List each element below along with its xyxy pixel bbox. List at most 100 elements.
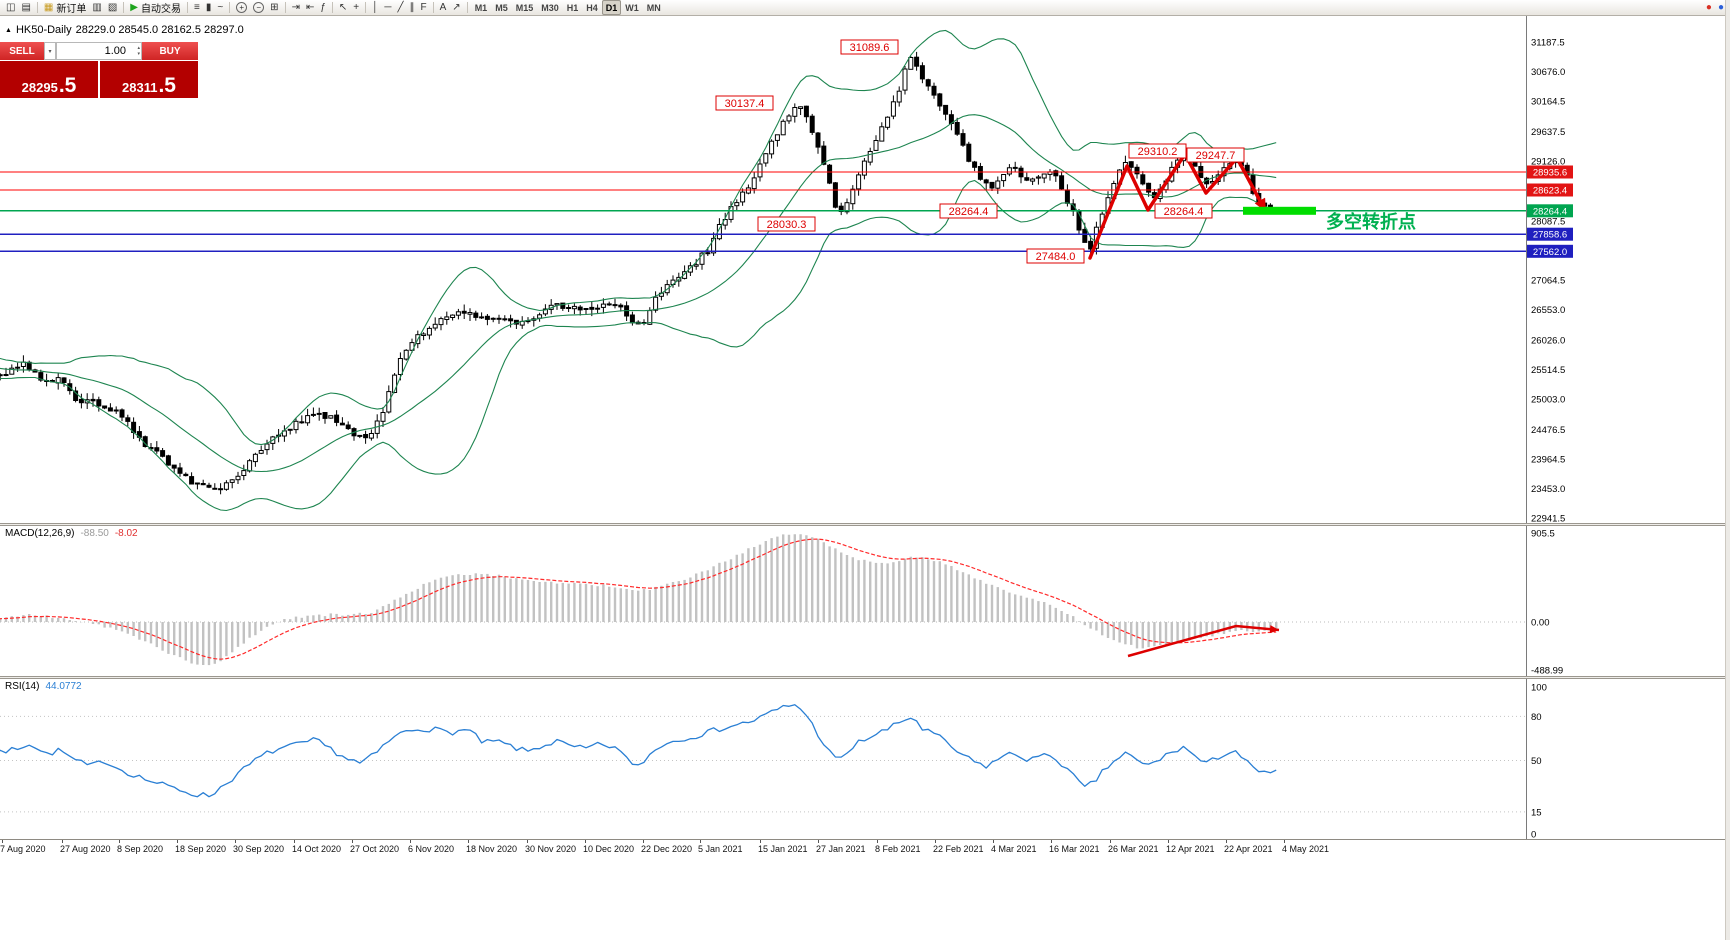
toolbar-separator [331, 2, 333, 13]
data-window-button[interactable]: ▧ [105, 0, 120, 15]
svg-text:-488.99: -488.99 [1531, 666, 1563, 676]
date-tick [177, 840, 178, 843]
candle-chart-mode-button[interactable]: ▮ [203, 0, 215, 15]
date-tick [1110, 840, 1111, 843]
rsi-name: RSI(14) [5, 681, 40, 692]
svg-text:15: 15 [1531, 807, 1542, 818]
date-label: 12 Apr 2021 [1166, 844, 1215, 854]
price-chart-panel[interactable]: 31089.6 30137.4 29310.2 29247.7 28264.4 28264… [0, 16, 1730, 523]
cursor-tool-button[interactable]: ↖ [336, 0, 350, 15]
candle-chart-mode-icon: ▮ [205, 1, 212, 13]
date-tick [1051, 840, 1052, 843]
svg-text:28264.4: 28264.4 [1533, 206, 1567, 217]
date-tick [1226, 840, 1227, 843]
vertical-line-tool-icon: │ [372, 1, 379, 13]
date-tick [1168, 840, 1169, 843]
sell-button[interactable]: SELL [0, 42, 44, 60]
sell-price-display[interactable]: 28295 .5 [0, 61, 98, 98]
new-order-button[interactable]: ▦ 新订单 [41, 0, 89, 15]
lot-size-value: 1.00 [104, 45, 126, 57]
spin-up-icon[interactable]: ▴ [137, 45, 140, 51]
svg-text:29637.5: 29637.5 [1531, 127, 1565, 138]
date-tick [62, 840, 63, 843]
auto-scroll-button[interactable]: ⇥ [289, 0, 303, 15]
auto-trading-button[interactable]: ▶ 自动交易 [127, 0, 184, 15]
date-label: 10 Dec 2020 [583, 844, 635, 854]
toolbar-separator [229, 2, 231, 13]
timeframe-m5-button[interactable]: M5 [491, 0, 512, 15]
search-button[interactable]: ● [1715, 0, 1727, 15]
date-label: 7 Aug 2020 [0, 844, 46, 854]
sell-price-main: 28295 [21, 79, 58, 95]
bar-chart-mode-button[interactable]: ≡ [191, 0, 203, 15]
community-button[interactable]: ● [1703, 0, 1715, 15]
buy-button[interactable]: BUY [142, 42, 198, 60]
svg-text:24476.5: 24476.5 [1531, 425, 1565, 436]
rsi-value: 44.0772 [45, 681, 82, 692]
one-click-trading-panel: SELL ▾ 1.00 ▴ ▾ BUY 28295 .5 28311 .5 [0, 42, 198, 98]
svg-text:26553.0: 26553.0 [1531, 305, 1565, 316]
trendline-tool-button[interactable]: ╱ [394, 0, 406, 15]
vertical-line-tool-button[interactable]: │ [369, 0, 381, 15]
community-icon: ● [1705, 1, 1712, 13]
candlestick-chart-svg[interactable]: 31089.6 30137.4 29310.2 29247.7 28264.4 28264… [0, 16, 1730, 523]
svg-text:26026.0: 26026.0 [1531, 336, 1565, 347]
panel-splitter[interactable] [0, 523, 1730, 526]
market-watch-icon: ▥ [92, 1, 102, 13]
market-watch-button[interactable]: ▥ [89, 0, 104, 15]
timeframe-w1-button[interactable]: W1 [621, 0, 643, 15]
lot-dropdown-button[interactable]: ▾ [44, 42, 56, 60]
new-chart-icon: ◫ [6, 1, 16, 13]
panel-splitter[interactable] [0, 676, 1730, 679]
text-tool-icon: A [439, 1, 447, 13]
spin-down-icon[interactable]: ▾ [137, 51, 140, 57]
tile-windows-button[interactable]: ⊞ [267, 0, 281, 15]
date-label: 18 Sep 2020 [175, 844, 227, 854]
toolbar-separator [123, 2, 125, 13]
svg-text:29310.2: 29310.2 [1138, 146, 1178, 158]
svg-text:28264.4: 28264.4 [1164, 206, 1204, 218]
new-chart-button[interactable]: ◫ [3, 0, 18, 15]
buy-price-display[interactable]: 28311 .5 [100, 61, 198, 98]
date-axis[interactable]: 7 Aug 2020 27 Aug 2020 8 Sep 2020 18 Sep 20… [0, 839, 1730, 856]
timeframe-h1-button[interactable]: H1 [563, 0, 583, 15]
cursor-tool-icon: ↖ [338, 1, 348, 13]
date-tick [877, 840, 878, 843]
date-tick [294, 840, 295, 843]
lot-size-input[interactable]: 1.00 ▴ ▾ [56, 42, 142, 60]
timeframe-mn-button[interactable]: MN [643, 0, 665, 15]
timeframe-m15-button[interactable]: M15 [512, 0, 538, 15]
indicators-list-button[interactable]: ƒ [317, 0, 329, 15]
channel-tool-button[interactable]: ∥ [407, 0, 418, 15]
svg-text:28264.4: 28264.4 [949, 206, 989, 218]
timeframe-d1-button[interactable]: D1 [601, 0, 622, 15]
fibonacci-tool-button[interactable]: F [418, 0, 430, 15]
symbol-triangle-icon: ▲ [5, 26, 12, 34]
rsi-chart-svg[interactable]: 100 80 50 15 0 [0, 679, 1730, 839]
macd-indicator-panel[interactable]: 905.5 0.00 -488.99 MACD(12,26,9) -88.50 -8.0… [0, 526, 1730, 676]
date-label: 4 Mar 2021 [991, 844, 1037, 854]
crosshair-tool-button[interactable]: + [350, 0, 362, 15]
macd-chart-svg[interactable]: 905.5 0.00 -488.99 [0, 526, 1730, 676]
zoom-out-icon: − [253, 2, 265, 13]
date-label: 16 Mar 2021 [1049, 844, 1100, 854]
horizontal-line-tool-button[interactable]: ─ [381, 0, 394, 15]
profiles-button[interactable]: ▤ [18, 0, 33, 15]
line-chart-mode-button[interactable]: ~ [214, 0, 226, 15]
arrow-tool-icon: ↗ [452, 1, 461, 13]
date-tick [585, 840, 586, 843]
zoom-in-button[interactable]: + [233, 0, 250, 15]
timeframe-m30-button[interactable]: M30 [537, 0, 563, 15]
chart-shift-button[interactable]: ⇤ [303, 0, 317, 15]
svg-text:30137.4: 30137.4 [725, 98, 765, 110]
toolbar-separator [432, 2, 434, 13]
zoom-out-button[interactable]: − [250, 0, 267, 15]
timeframe-h4-button[interactable]: H4 [582, 0, 602, 15]
timeframe-m1-button[interactable]: M1 [471, 0, 492, 15]
data-window-icon: ▧ [107, 1, 118, 13]
lot-spinner[interactable]: ▴ ▾ [137, 43, 140, 59]
arrow-tool-button[interactable]: ↗ [449, 0, 463, 15]
text-tool-button[interactable]: A [437, 0, 450, 15]
date-label: 22 Dec 2020 [641, 844, 693, 854]
rsi-indicator-panel[interactable]: 100 80 50 15 0 RSI(14) 44.0772 [0, 679, 1730, 839]
